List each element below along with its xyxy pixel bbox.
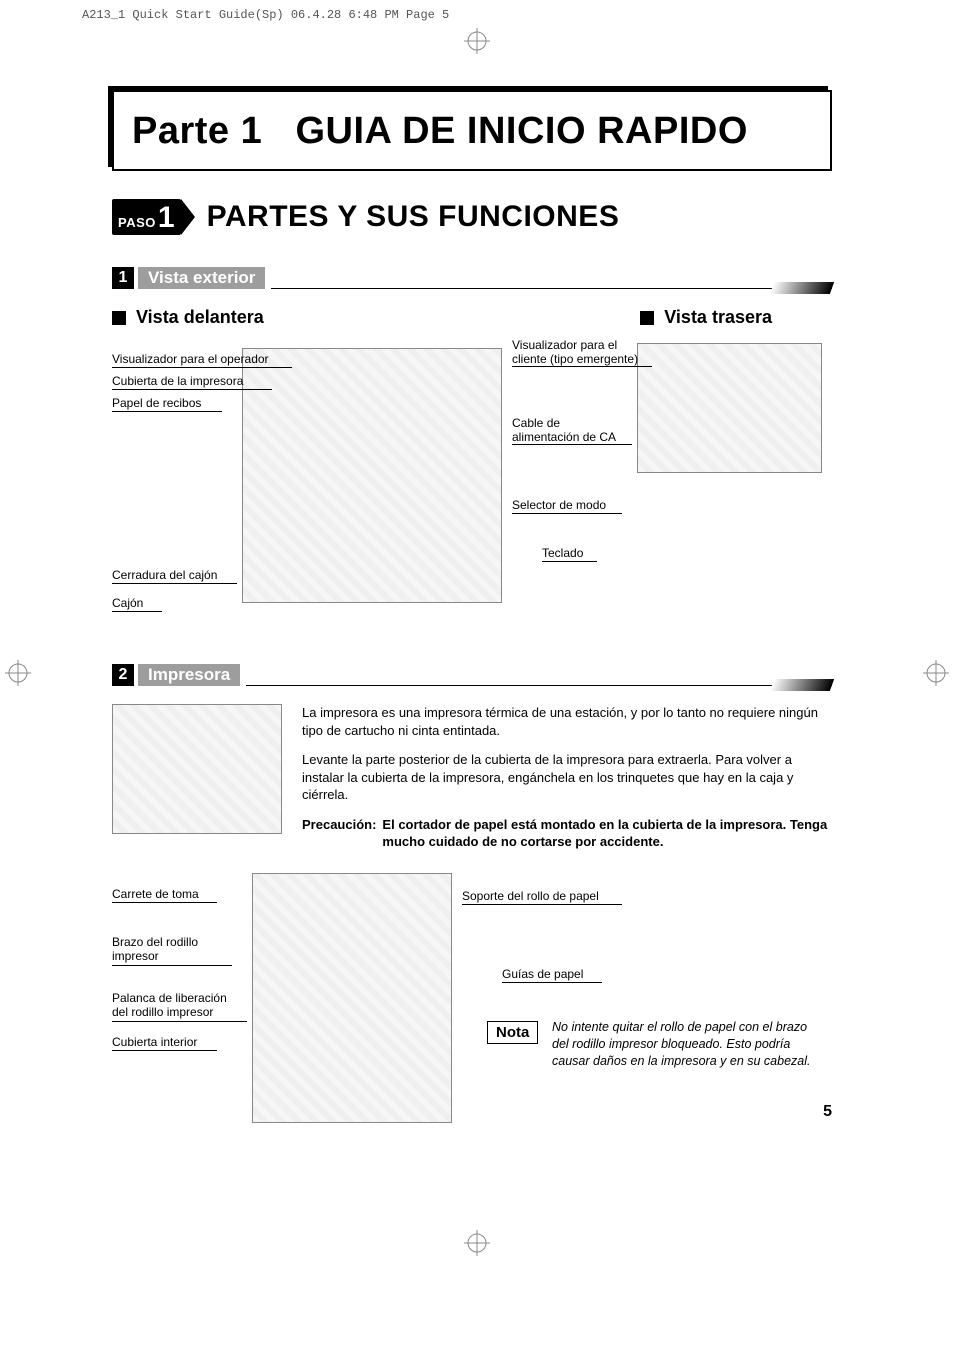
- cash-register-rear-illustration: [637, 343, 822, 473]
- callout-underline: [512, 444, 632, 445]
- cash-register-front-illustration: [242, 348, 502, 603]
- callout-release-lever: Palanca de liberación del rodillo impres…: [112, 991, 252, 1021]
- callout-receipt-paper: Papel de recibos: [112, 396, 222, 412]
- step-heading-row: PASO 1 PARTES Y SUS FUNCIONES: [112, 199, 832, 235]
- printer-internal-diagram: Carrete de toma Brazo del rodillo impres…: [112, 873, 832, 1133]
- view-labels-row: Vista delantera Vista trasera: [112, 307, 832, 328]
- callout-paper-roll-cradle: Soporte del rollo de papel: [462, 889, 622, 905]
- part-main: GUIA DE INICIO RAPIDO: [295, 110, 747, 152]
- callout-drawer-lock: Cerradura del cajón: [112, 568, 237, 584]
- callout-drawer: Cajón: [112, 596, 162, 612]
- registration-mark-top: [464, 28, 490, 54]
- printer-para-1: La impresora es una impresora térmica de…: [302, 704, 832, 739]
- printer-internal-illustration: [252, 873, 452, 1123]
- callout-inner-cover: Cubierta interior: [112, 1035, 217, 1051]
- printer-para-2: Levante la parte posterior de la cubiert…: [302, 751, 832, 804]
- callout-underline: [112, 1021, 247, 1022]
- printer-cover-illustration: [112, 704, 282, 834]
- part-title-box: Parte 1 GUIA DE INICIO RAPIDO: [112, 90, 832, 171]
- callout-customer-display: Visualizador para el cliente (tipo emerg…: [512, 338, 642, 368]
- caution-label: Precaución:: [302, 816, 376, 851]
- caution-text: El cortador de papel está montado en la …: [382, 816, 832, 851]
- registration-mark-left: [5, 660, 31, 686]
- step-title: PARTES Y SUS FUNCIONES: [207, 200, 620, 234]
- printer-section-body: La impresora es una impresora térmica de…: [112, 704, 832, 851]
- callout-keyboard: Teclado: [542, 546, 597, 562]
- note-text: No intente quitar el rollo de papel con …: [552, 1019, 820, 1070]
- square-bullet-icon: [112, 311, 126, 325]
- note-label-box: Nota: [487, 1021, 538, 1044]
- square-bullet-icon: [640, 311, 654, 325]
- printer-description: La impresora es una impresora térmica de…: [302, 704, 832, 851]
- rear-view-label: Vista trasera: [640, 307, 772, 328]
- subsection-1-label: Vista exterior: [138, 267, 265, 289]
- page-content: Parte 1 GUIA DE INICIO RAPIDO PASO 1 PAR…: [112, 80, 832, 1133]
- rear-view-text: Vista trasera: [664, 307, 772, 328]
- subsection-2-number: 2: [112, 664, 134, 686]
- heading-gradient-icon: [770, 282, 834, 294]
- part-title: Parte 1 GUIA DE INICIO RAPIDO: [132, 110, 748, 152]
- part-prefix: Parte 1: [132, 110, 262, 152]
- step-label: PASO: [118, 215, 156, 230]
- step-badge: PASO 1: [112, 199, 181, 235]
- step-number: 1: [158, 203, 175, 233]
- print-header: A213_1 Quick Start Guide(Sp) 06.4.28 6:4…: [82, 8, 449, 22]
- callout-operator-display: Visualizador para el operador: [112, 352, 292, 368]
- page-number: 5: [823, 1103, 832, 1121]
- front-view-text: Vista delantera: [136, 307, 264, 328]
- exterior-diagram: Visualizador para el operador Cubierta d…: [112, 338, 832, 628]
- registration-mark-bottom: [464, 1230, 490, 1256]
- front-view-label: Vista delantera: [112, 307, 264, 328]
- subsection-2-heading: 2 Impresora: [112, 664, 832, 686]
- callout-ac-power: Cable de alimentación de CA: [512, 416, 642, 446]
- callout-takeup-spool: Carrete de toma: [112, 887, 217, 903]
- subsection-1-heading: 1 Vista exterior: [112, 267, 832, 289]
- callout-underline: [512, 366, 652, 367]
- callout-printer-cover: Cubierta de la impresora: [112, 374, 272, 390]
- callout-roller-arm: Brazo del rodillo impresor: [112, 935, 232, 965]
- heading-rule: [246, 664, 832, 686]
- registration-mark-right: [923, 660, 949, 686]
- subsection-2-label: Impresora: [138, 664, 240, 686]
- heading-rule: [271, 267, 832, 289]
- subsection-1-number: 1: [112, 267, 134, 289]
- heading-gradient-icon: [770, 679, 834, 691]
- callout-mode-switch: Selector de modo: [512, 498, 622, 514]
- printer-caution: Precaución: El cortador de papel está mo…: [302, 816, 832, 851]
- callout-paper-guides: Guías de papel: [502, 967, 602, 983]
- callout-underline: [112, 965, 232, 966]
